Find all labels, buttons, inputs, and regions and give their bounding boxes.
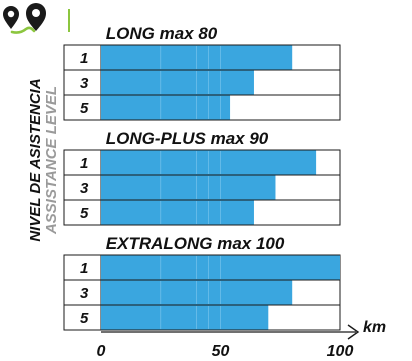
panel-title: LONG-PLUS max 90 <box>106 129 269 148</box>
panel-title: LONG max 80 <box>106 24 218 43</box>
level-label: 5 <box>80 310 89 327</box>
panel-1: LONG max 80 1 3 5 <box>63 24 341 121</box>
x-axis: 0 50 100 <box>97 324 360 360</box>
panel-title: EXTRALONG max 100 <box>106 234 285 253</box>
panel-3: EXTRALONG max 100 1 3 5 <box>63 234 341 331</box>
x-tick-label: 100 <box>327 343 354 360</box>
level-label: 3 <box>80 75 89 92</box>
level-label: 1 <box>80 260 88 277</box>
level-label: 5 <box>80 100 89 117</box>
bar <box>101 200 254 225</box>
location-pins-icon <box>3 3 70 34</box>
bar <box>101 70 254 95</box>
level-label: 5 <box>80 205 89 222</box>
level-label: 1 <box>80 50 88 67</box>
level-label: 3 <box>80 180 89 197</box>
panel-2: LONG-PLUS max 90 1 3 5 <box>63 129 341 226</box>
level-label: 1 <box>80 155 88 172</box>
x-axis-arrow <box>347 324 360 340</box>
bar <box>101 305 269 330</box>
x-axis-unit: km <box>363 319 386 336</box>
level-label: 3 <box>80 285 89 302</box>
bar <box>101 175 276 200</box>
bar <box>101 95 231 120</box>
x-tick-label: 50 <box>212 343 230 360</box>
y-axis-label-secondary: ASSISTANCE LEVEL <box>43 86 60 235</box>
x-tick-label: 0 <box>97 343 106 360</box>
y-axis-label: NIVEL DE ASISTENCIA <box>27 78 44 241</box>
